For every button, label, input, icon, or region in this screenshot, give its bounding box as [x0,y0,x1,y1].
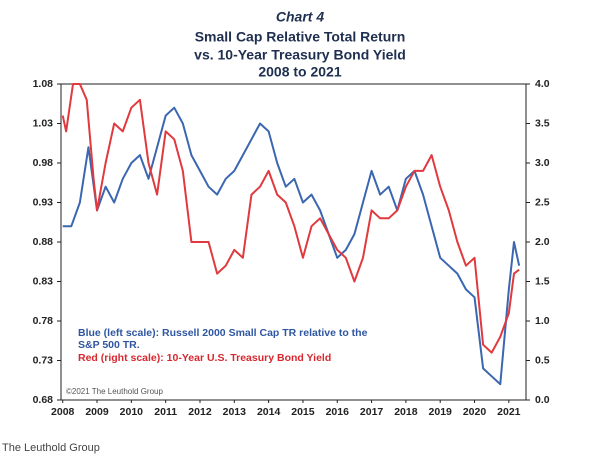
y2-tick-label: 2.5 [535,196,550,208]
y-tick-label: 0.73 [33,354,54,366]
y2-tick-label: 0.5 [535,354,550,366]
y2-tick-label: 4.0 [535,78,550,90]
x-tick-label: 2017 [360,406,384,418]
y-tick-label: 0.93 [33,196,54,208]
annotation: S&P 500 TR. [78,339,140,351]
x-tick-label: 2014 [257,406,281,418]
y-tick-label: 1.03 [33,117,54,129]
x-tick-label: 2021 [497,406,521,418]
y2-tick-label: 1.5 [535,275,550,287]
chart-subtitle: vs. 10-Year Treasury Bond Yield [194,47,406,63]
x-tick-label: 2009 [85,406,109,418]
source: The Leuthold Group [2,442,100,454]
chart-subtitle: 2008 to 2021 [258,64,341,80]
y2-tick-label: 0.0 [535,394,550,406]
x-tick-label: 2012 [188,406,212,418]
series-line [61,83,520,354]
chart-subtitle: Small Cap Relative Total Return [195,29,406,45]
annotation: Blue (left scale): Russell 2000 Small Ca… [78,327,368,339]
x-tick-label: 2019 [429,406,453,418]
y-tick-label: 0.83 [33,275,54,287]
chart-title: Chart 4 [276,9,324,25]
y-tick-label: 0.78 [33,315,54,327]
y-tick-label: 0.98 [33,157,54,169]
x-tick-label: 2016 [326,406,350,418]
series-line [62,106,521,386]
copyright: ©2021 The Leuthold Group [66,387,163,396]
x-tick-label: 2020 [463,406,487,418]
y-tick-label: 0.88 [33,236,54,248]
y2-tick-label: 3.0 [535,157,550,169]
x-tick-label: 2011 [154,406,177,418]
y-tick-label: 1.08 [33,78,54,90]
x-tick-label: 2018 [394,406,418,418]
annotation: Red (right scale): 10-Year U.S. Treasury… [78,352,331,364]
y2-tick-label: 2.0 [535,236,550,248]
x-tick-label: 2008 [51,406,75,418]
x-tick-label: 2013 [223,406,247,418]
y-tick-label: 0.68 [33,394,54,406]
x-tick-label: 2015 [291,406,315,418]
y2-tick-label: 3.5 [535,117,550,129]
y2-tick-label: 1.0 [535,315,550,327]
x-tick-label: 2010 [120,406,144,418]
